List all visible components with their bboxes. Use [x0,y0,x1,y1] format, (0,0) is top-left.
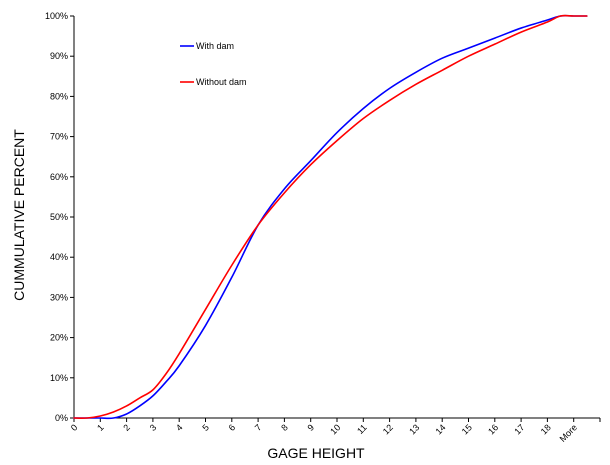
x-axis-ticks: 0 1 2 3 4 5 6 7 8 9 10 11 12 13 14 15 16 17 18 More [69,418,601,444]
x-tick-label: 9 [305,422,316,433]
series-line-with-dam [73,14,588,420]
x-tick-label: 0 [69,422,80,433]
y-tick-label: 80% [50,91,68,101]
y-tick-label: 60% [50,172,68,182]
y-tick-label: 10% [50,373,68,383]
y-tick-label: 90% [50,51,68,61]
y-tick-label: 40% [50,252,68,262]
y-axis-ticks: 0% 10% 20% 30% 40% 50% 60% 70% 80% 90% 100% [45,11,74,423]
y-tick-label: 0% [55,413,68,423]
x-tick-label: 4 [174,422,185,433]
x-tick-label: 7 [253,422,264,433]
y-tick-label: 20% [50,333,68,343]
series-layer [73,14,588,420]
y-tick-label: 70% [50,132,68,142]
x-tick-label: 6 [227,422,238,433]
x-tick-label: 1 [95,422,106,433]
x-tick-label: 5 [200,422,211,433]
y-axis-title: CUMMULATIVE PERCENT [11,129,27,301]
y-tick-label: 50% [50,212,68,222]
x-tick-label: 2 [121,422,132,433]
series-line-without-dam [73,14,588,419]
legend-label: With dam [196,41,234,51]
legend: With dam Without dam [180,41,247,87]
y-tick-label: 100% [45,11,68,21]
x-axis-title: GAGE HEIGHT [267,445,365,461]
y-tick-label: 30% [50,292,68,302]
x-tick-label: 8 [279,422,290,433]
x-tick-label: 3 [148,422,159,433]
legend-label: Without dam [196,77,247,87]
